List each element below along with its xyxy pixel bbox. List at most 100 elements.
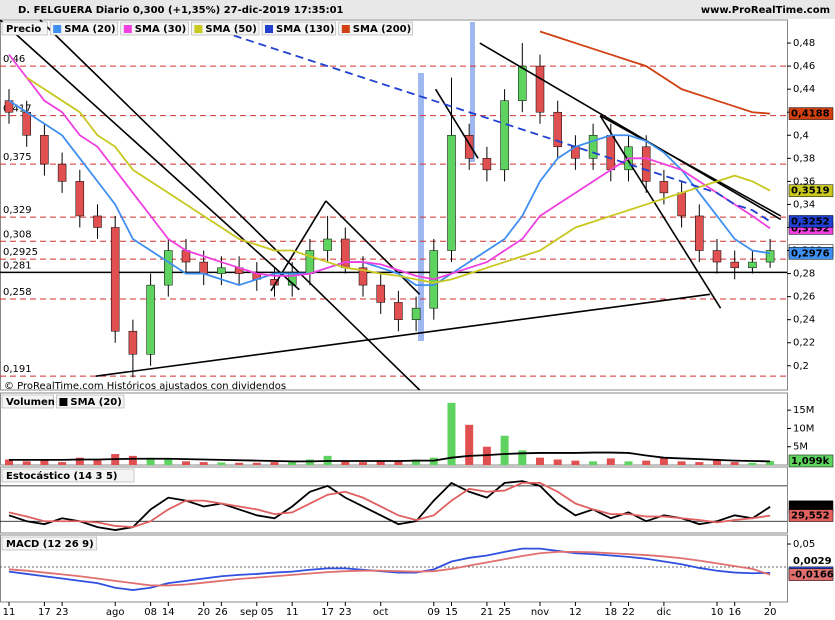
x-tick-label: 23 — [56, 607, 69, 618]
trendline — [39, 19, 421, 391]
volume-bar — [695, 462, 704, 465]
level-label: 0,281 — [3, 260, 32, 271]
x-tick-label: 12 — [569, 607, 582, 618]
level-label: 0,46 — [3, 54, 25, 65]
legend-label: SMA (30) — [135, 24, 186, 35]
y-tick-label: 0,2 — [793, 361, 809, 372]
y-tick-label: 0,26 — [793, 292, 815, 303]
legend-label: SMA (20) — [64, 24, 115, 35]
legend-swatch — [59, 398, 68, 406]
volume-bar — [217, 462, 226, 465]
trendline — [270, 200, 327, 292]
volume-bar — [589, 461, 598, 465]
level-label: 0,2925 — [3, 247, 38, 258]
legend-swatch — [194, 25, 203, 33]
x-tick-label: dic — [657, 607, 672, 618]
candle-body — [40, 135, 49, 165]
candle-body — [748, 261, 757, 269]
volume-bar — [606, 458, 615, 465]
candle-body — [730, 261, 739, 269]
legend-swatch — [265, 25, 273, 33]
legend-box — [191, 21, 260, 36]
volume-bar — [164, 459, 173, 465]
x-tick-label: 26 — [215, 607, 228, 618]
volume-bar — [58, 462, 67, 465]
volume-bar — [518, 450, 527, 465]
candle-body — [659, 181, 669, 194]
line — [8, 550, 771, 587]
value-box — [788, 107, 834, 120]
candle-body — [22, 111, 31, 136]
line — [8, 54, 771, 281]
volume-bar — [341, 460, 350, 465]
line — [8, 99, 771, 287]
legend-label: SMA (130) — [276, 24, 334, 35]
line — [8, 547, 771, 591]
candle-body — [447, 135, 456, 251]
y-tick-label: 0,22 — [793, 338, 815, 349]
x-tick-label: sep 05 — [240, 607, 274, 618]
volume-bar — [642, 460, 651, 465]
value-box — [788, 454, 834, 468]
volume-bar — [730, 462, 739, 465]
line — [539, 30, 771, 115]
y-tick-label: 15M — [793, 405, 814, 416]
legend-label: SMA (50) — [205, 24, 256, 35]
line — [221, 30, 771, 223]
panel-frame — [0, 19, 788, 391]
volume-bar — [500, 435, 509, 465]
candle-body — [677, 192, 686, 217]
legend-box — [1, 21, 48, 36]
highlight — [470, 22, 475, 162]
value-label: 0,4188 — [791, 109, 830, 120]
legend-box — [120, 21, 189, 36]
volume-bar — [22, 461, 31, 465]
x-tick-label: 20 — [197, 607, 210, 618]
legend-box — [56, 394, 125, 409]
trendline — [479, 42, 782, 221]
volume-bar — [748, 462, 757, 465]
x-tick-label: oct — [373, 607, 389, 618]
legend-box — [49, 21, 119, 36]
candle-body — [518, 65, 527, 101]
x-tick-label: 22 — [622, 607, 635, 618]
candle-body — [110, 227, 120, 332]
volume-bar — [571, 460, 580, 465]
legend-swatch — [53, 25, 62, 33]
value-label: 29,552 — [791, 511, 830, 522]
candle-body — [305, 250, 315, 274]
x-tick-label: 18 — [604, 607, 617, 618]
x-tick-label: 21 — [481, 607, 494, 618]
volume-bar — [252, 462, 261, 465]
line — [9, 451, 771, 463]
volume-bar — [359, 462, 367, 465]
volume-bar — [199, 462, 208, 465]
candle-body — [394, 302, 403, 320]
x-tick-label: ago — [106, 607, 125, 618]
highlight — [418, 73, 424, 341]
x-tick-label: 25 — [498, 607, 511, 618]
candle-body — [146, 284, 155, 355]
candle-body — [199, 261, 208, 274]
candle-body — [411, 307, 421, 320]
volume-bar — [465, 424, 474, 465]
volume-bar — [182, 461, 190, 465]
volume-bar — [5, 459, 13, 465]
volume-bar — [40, 460, 49, 465]
value-box — [788, 184, 834, 197]
trendline — [325, 200, 421, 295]
candle-body — [75, 181, 85, 217]
legend-label: Volumen — [6, 397, 55, 408]
legend-swatch — [123, 25, 132, 33]
panel-frame — [0, 534, 788, 603]
x-tick-label: 14 — [162, 607, 175, 618]
value-label: 0,3252 — [791, 216, 830, 227]
y-tick-label: 0,46 — [793, 61, 815, 72]
value-label: 0,3192 — [791, 223, 830, 234]
value-box — [788, 215, 834, 228]
value-label: 44,444 — [791, 502, 830, 513]
candle-body — [500, 100, 509, 171]
legend-box — [1, 394, 54, 409]
volume-bar — [146, 457, 155, 465]
